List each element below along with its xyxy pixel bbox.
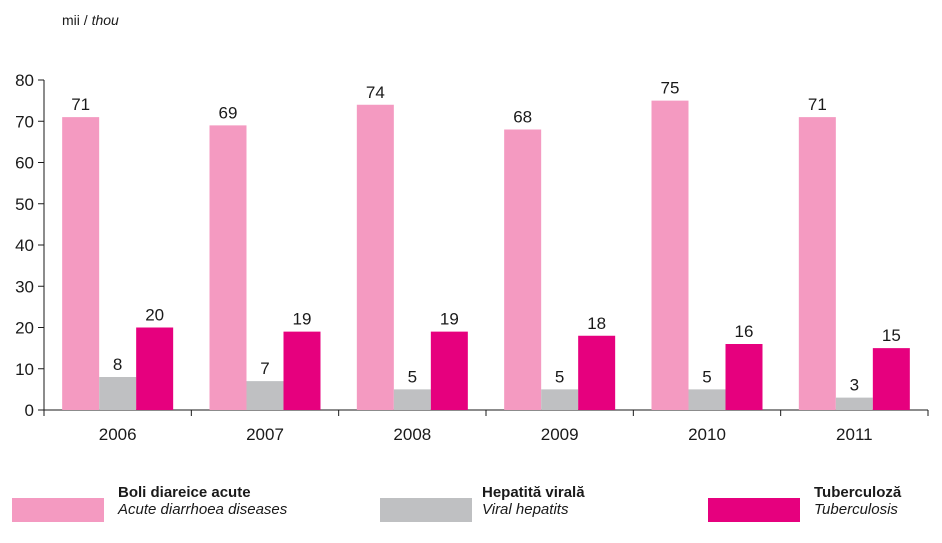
bar xyxy=(62,117,100,410)
bar xyxy=(356,104,394,410)
data-label: 15 xyxy=(882,326,901,345)
data-label: 74 xyxy=(366,83,385,102)
bar xyxy=(504,129,542,410)
data-label: 19 xyxy=(293,310,312,329)
bar xyxy=(393,389,431,410)
x-tick-label: 2006 xyxy=(99,425,137,444)
data-label: 8 xyxy=(113,355,122,374)
y-tick-label: 20 xyxy=(15,319,34,338)
legend-label-en: Tuberculosis xyxy=(814,501,898,518)
legend-item-hepatitis: Hepatită virală Viral hepatits xyxy=(380,476,680,532)
bar xyxy=(688,389,726,410)
data-label: 19 xyxy=(440,310,459,329)
legend-label-ro: Boli diareice acute xyxy=(118,484,251,501)
y-tick-label: 40 xyxy=(15,236,34,255)
legend-label-ro: Hepatită virală xyxy=(482,484,585,501)
y-tick-label: 10 xyxy=(15,360,34,379)
y-tick-label: 50 xyxy=(15,195,34,214)
data-label: 7 xyxy=(260,359,269,378)
legend-swatch-hepatitis xyxy=(380,498,472,522)
bar xyxy=(136,327,174,410)
bar xyxy=(283,331,321,410)
data-label: 5 xyxy=(702,367,711,386)
bar xyxy=(835,397,873,410)
legend-text-hepatitis: Hepatită virală Viral hepatits xyxy=(482,484,585,518)
bar xyxy=(725,344,763,410)
bar xyxy=(651,100,689,410)
data-label: 20 xyxy=(145,306,164,325)
data-label: 71 xyxy=(71,95,90,114)
data-label: 5 xyxy=(408,367,417,386)
bar-chart: 0 10 20 30 40 50 60 70 80 71 8 20 2006 69 7 19 2007 74 5 19… xyxy=(15,71,929,444)
data-label: 68 xyxy=(513,108,532,127)
x-tick-label: 2008 xyxy=(393,425,431,444)
legend-item-diarrhoea: Boli diareice acute Acute diarrhoea dise… xyxy=(12,476,372,532)
x-tick-label: 2010 xyxy=(688,425,726,444)
unit-separator: / xyxy=(79,12,92,28)
legend-item-tuberculosis: Tuberculoză Tuberculosis xyxy=(708,476,938,532)
bar xyxy=(798,117,836,410)
unit-ro: mii xyxy=(62,12,80,28)
x-tick-label: 2007 xyxy=(246,425,284,444)
bar xyxy=(209,125,247,410)
legend-label-en: Viral hepatits xyxy=(482,501,569,518)
data-label: 3 xyxy=(850,376,859,395)
data-label: 16 xyxy=(735,322,754,341)
bar xyxy=(246,381,284,410)
bar xyxy=(872,348,910,410)
data-label: 75 xyxy=(661,79,680,98)
bar xyxy=(430,331,468,410)
legend-text-diarrhoea: Boli diareice acute Acute diarrhoea dise… xyxy=(118,484,287,518)
legend-swatch-diarrhoea xyxy=(12,498,104,522)
data-label: 69 xyxy=(219,103,238,122)
data-label: 18 xyxy=(587,314,606,333)
legend-label-en: Acute diarrhoea diseases xyxy=(118,501,288,518)
legend-label-ro: Tuberculoză xyxy=(814,484,902,501)
bar xyxy=(541,389,579,410)
y-tick-label: 30 xyxy=(15,277,34,296)
data-label: 71 xyxy=(808,95,827,114)
x-tick-label: 2011 xyxy=(836,425,873,444)
y-tick-label: 70 xyxy=(15,112,34,131)
legend-text-tuberculosis: Tuberculoză Tuberculosis xyxy=(814,484,901,518)
bar xyxy=(578,335,616,410)
data-label: 5 xyxy=(555,367,564,386)
legend-swatch-tuberculosis xyxy=(708,498,800,522)
unit-label: mii / thou xyxy=(62,12,119,28)
bar xyxy=(99,377,137,410)
x-tick-label: 2009 xyxy=(541,425,579,444)
y-tick-label: 80 xyxy=(15,71,34,90)
y-tick-label: 60 xyxy=(15,154,34,173)
y-tick-label: 0 xyxy=(25,401,34,420)
unit-en: thou xyxy=(91,12,119,28)
